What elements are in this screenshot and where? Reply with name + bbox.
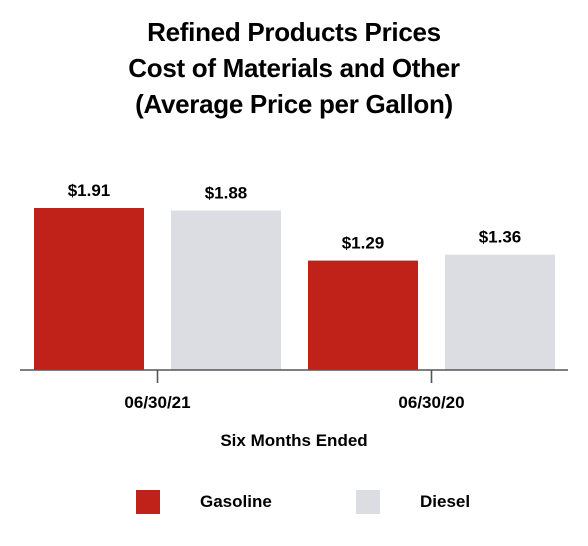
legend-swatch-gasoline — [136, 490, 160, 514]
bar-diesel-06-30-21 — [171, 210, 281, 370]
data-label-diesel-06-30-20: $1.36 — [479, 228, 522, 247]
bar-gasoline-06-30-21 — [34, 208, 144, 370]
legend-label-gasoline: Gasoline — [200, 492, 272, 511]
data-label-gasoline-06-30-20: $1.29 — [342, 234, 385, 253]
legend: Gasoline Diesel — [0, 484, 588, 520]
legend-label-diesel: Diesel — [420, 492, 471, 511]
chart-title: Refined Products Prices Cost of Material… — [0, 14, 588, 122]
chart-title-line-3: (Average Price per Gallon) — [135, 89, 453, 119]
bar-diesel-06-30-20 — [445, 254, 555, 370]
data-label-diesel-06-30-21: $1.88 — [205, 184, 248, 203]
x-tick-label-06-30-20: 06/30/20 — [398, 393, 464, 412]
bar-gasoline-06-30-20 — [308, 260, 418, 370]
x-axis-title: Six Months Ended — [220, 431, 367, 450]
data-label-gasoline-06-30-21: $1.91 — [68, 181, 111, 200]
chart-title-line-2: Cost of Materials and Other — [128, 53, 460, 83]
legend-swatch-diesel — [356, 490, 380, 514]
x-tick-label-06-30-21: 06/30/21 — [124, 393, 190, 412]
chart-title-line-1: Refined Products Prices — [147, 17, 441, 47]
